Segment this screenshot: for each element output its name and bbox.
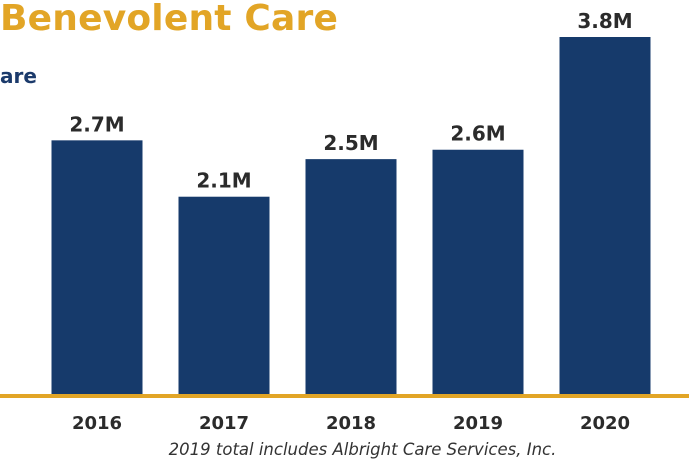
x-tick-label-2016: 2016 <box>72 413 122 434</box>
x-tick-labels-group: 2016 2017 2018 2019 2020 <box>72 413 630 434</box>
bar-2016 <box>51 140 143 394</box>
x-tick-label-2018: 2018 <box>326 413 376 434</box>
x-tick-label-2020: 2020 <box>580 413 630 434</box>
bar-2017 <box>178 196 270 394</box>
x-tick-label-2019: 2019 <box>453 413 503 434</box>
value-labels-group: 2.7M 2.1M 2.5M 2.6M 3.8M <box>69 9 632 193</box>
bar-2020 <box>559 37 651 394</box>
bars-group <box>51 37 651 394</box>
value-label-2018: 2.5M <box>323 131 378 155</box>
x-tick-label-2017: 2017 <box>199 413 249 434</box>
value-label-2019: 2.6M <box>450 122 505 146</box>
footnote: 2019 total includes Albright Care Servic… <box>168 440 557 459</box>
bar-2018 <box>305 159 397 394</box>
chart-title: Benevolent Care <box>0 0 339 39</box>
value-label-2020: 3.8M <box>577 9 632 33</box>
bar-2019 <box>432 149 524 394</box>
value-label-2017: 2.1M <box>196 169 251 193</box>
chart-subtitle-fragment: are <box>0 64 37 88</box>
value-label-2016: 2.7M <box>69 112 124 136</box>
